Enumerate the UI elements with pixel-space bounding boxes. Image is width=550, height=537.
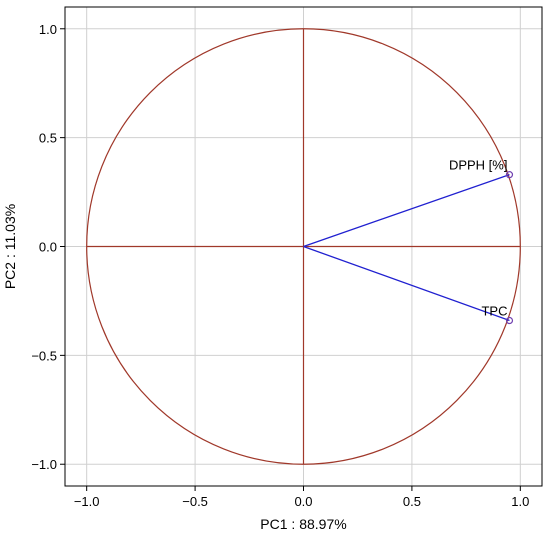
x-tick-label: 0.0 [294, 494, 312, 509]
label-dpph: DPPH [%] [449, 158, 508, 173]
x-tick-label: −0.5 [182, 494, 208, 509]
y-tick-label: −0.5 [31, 348, 57, 363]
vector-tpc [303, 245, 510, 322]
loading-vectors: DPPH [%] TPC [303, 158, 514, 325]
y-tick-label: 1.0 [39, 22, 57, 37]
unit-circle [86, 28, 521, 465]
unit-circle-layer [86, 28, 521, 465]
y-tick-label: 0.0 [39, 240, 57, 255]
point-tpc [505, 316, 514, 325]
point-dpph [505, 171, 514, 179]
tick-labels: −1.0 −0.5 0.0 0.5 1.0 −1.0 −0.5 0.0 0.5 1.0 [31, 22, 529, 509]
x-tick-label: −1.0 [74, 494, 100, 509]
x-tick-label: 1.0 [511, 494, 529, 509]
y-tick-label: 0.5 [39, 131, 57, 146]
y-axis-label: PC2 : 11.03% [2, 204, 18, 289]
label-tpc: TPC [481, 304, 507, 319]
x-tick-label: 0.5 [403, 494, 421, 509]
x-axis-label: PC1 : 88.97% [260, 516, 346, 532]
vector-dpph [303, 174, 510, 248]
y-tick-label: −1.0 [31, 457, 57, 472]
